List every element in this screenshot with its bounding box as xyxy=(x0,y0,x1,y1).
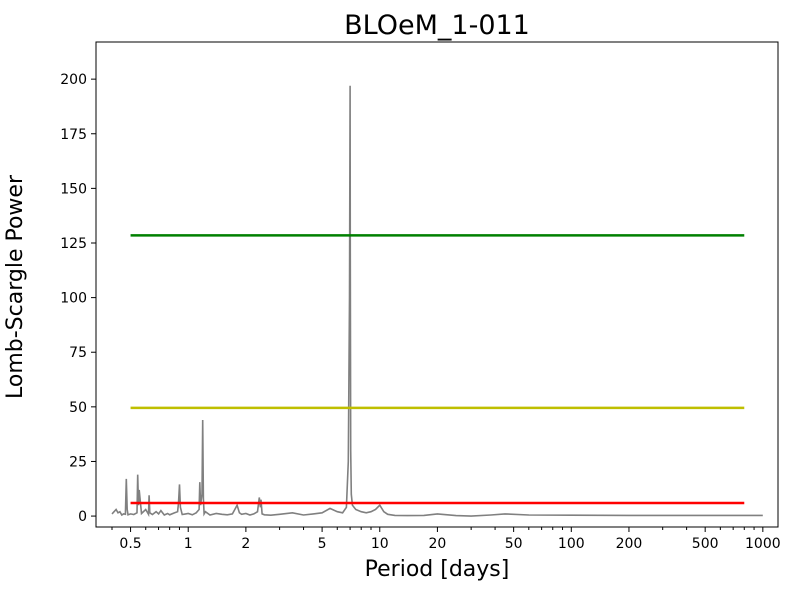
x-axis: 0.5 1 2 5 10 20 50 100 200 500 1000 xyxy=(111,527,781,552)
y-axis-label: Lomb-Scargle Power xyxy=(3,174,28,399)
x-tick-label: 0.5 xyxy=(119,536,141,552)
y-tick-label: 200 xyxy=(60,72,87,88)
plot-area xyxy=(111,85,763,518)
y-tick-label: 0 xyxy=(78,509,87,525)
x-tick-label: 100 xyxy=(558,536,585,552)
x-tick-label: 5 xyxy=(318,536,327,552)
y-tick-label: 125 xyxy=(60,236,87,252)
x-tick-label: 1 xyxy=(184,536,193,552)
x-tick-label: 2 xyxy=(241,536,250,552)
y-tick-label: 75 xyxy=(69,345,87,361)
x-tick-label: 200 xyxy=(616,536,643,552)
x-tick-label: 50 xyxy=(505,536,523,552)
periodogram-line xyxy=(111,85,763,518)
x-tick-label: 500 xyxy=(692,536,719,552)
x-axis-label: Period [days] xyxy=(365,557,510,582)
y-axis: 0 25 50 75 100 125 150 175 200 xyxy=(60,72,96,525)
chart-title: BLOeM_1-011 xyxy=(344,10,530,41)
y-tick-label: 150 xyxy=(60,181,87,197)
y-tick-label: 175 xyxy=(60,127,87,143)
y-tick-label: 50 xyxy=(69,400,87,416)
plot-frame xyxy=(95,41,779,528)
y-tick-label: 25 xyxy=(69,454,87,470)
y-tick-label: 100 xyxy=(60,291,87,307)
x-tick-label: 20 xyxy=(429,536,447,552)
x-tick-label: 10 xyxy=(371,536,389,552)
x-tick-label: 1000 xyxy=(745,536,781,552)
